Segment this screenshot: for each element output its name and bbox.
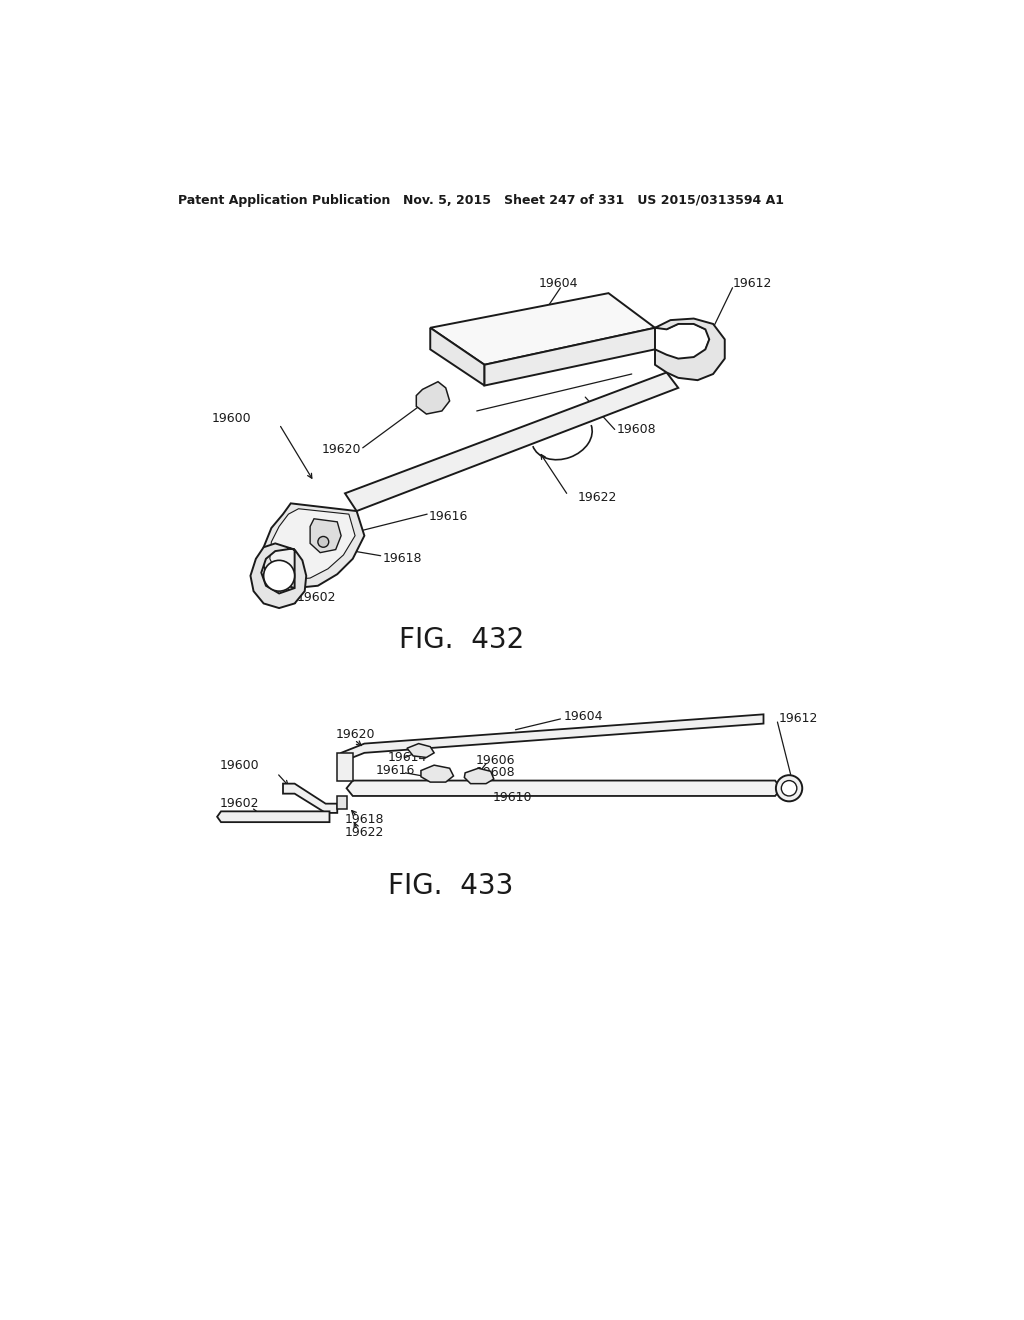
Text: 19618: 19618	[382, 552, 422, 565]
Text: 19618: 19618	[345, 813, 384, 825]
Text: FIG.  433: FIG. 433	[388, 873, 513, 900]
Text: 19612: 19612	[779, 713, 818, 726]
Polygon shape	[283, 784, 337, 813]
Text: 19608: 19608	[475, 767, 515, 779]
Text: 19614: 19614	[388, 751, 427, 764]
Text: 19620: 19620	[322, 444, 361, 455]
Polygon shape	[251, 544, 306, 609]
Circle shape	[776, 775, 802, 801]
Polygon shape	[345, 372, 678, 511]
Polygon shape	[263, 503, 365, 589]
Polygon shape	[484, 327, 655, 385]
Text: 19622: 19622	[578, 491, 616, 504]
Text: 19620: 19620	[336, 727, 375, 741]
Circle shape	[781, 780, 797, 796]
Polygon shape	[341, 714, 764, 762]
Text: 19610: 19610	[493, 791, 531, 804]
Polygon shape	[407, 743, 434, 758]
Polygon shape	[217, 812, 330, 822]
Polygon shape	[430, 327, 484, 385]
Polygon shape	[464, 768, 494, 784]
Circle shape	[317, 536, 329, 548]
Polygon shape	[430, 293, 655, 364]
Text: Patent Application Publication: Patent Application Publication	[178, 194, 391, 207]
Text: 19606: 19606	[475, 754, 515, 767]
Circle shape	[263, 560, 295, 591]
Text: 19604: 19604	[563, 710, 603, 723]
Text: 19602: 19602	[219, 797, 259, 810]
Text: 19602: 19602	[297, 591, 337, 603]
Polygon shape	[310, 519, 341, 553]
Text: 19600: 19600	[219, 759, 259, 772]
Polygon shape	[270, 508, 355, 579]
Text: 19616: 19616	[429, 510, 468, 523]
Text: 19612: 19612	[732, 277, 772, 289]
Polygon shape	[337, 796, 346, 809]
Text: 19604: 19604	[539, 277, 579, 289]
Text: 19616: 19616	[376, 764, 416, 777]
Polygon shape	[337, 752, 352, 780]
Text: 19608: 19608	[616, 422, 656, 436]
Text: 19600: 19600	[212, 412, 251, 425]
Text: Nov. 5, 2015   Sheet 247 of 331   US 2015/0313594 A1: Nov. 5, 2015 Sheet 247 of 331 US 2015/03…	[403, 194, 784, 207]
Polygon shape	[655, 318, 725, 380]
Text: FIG.  432: FIG. 432	[399, 626, 524, 653]
Polygon shape	[421, 766, 454, 781]
Text: 19622: 19622	[345, 825, 384, 838]
Polygon shape	[346, 780, 779, 796]
Polygon shape	[417, 381, 450, 414]
